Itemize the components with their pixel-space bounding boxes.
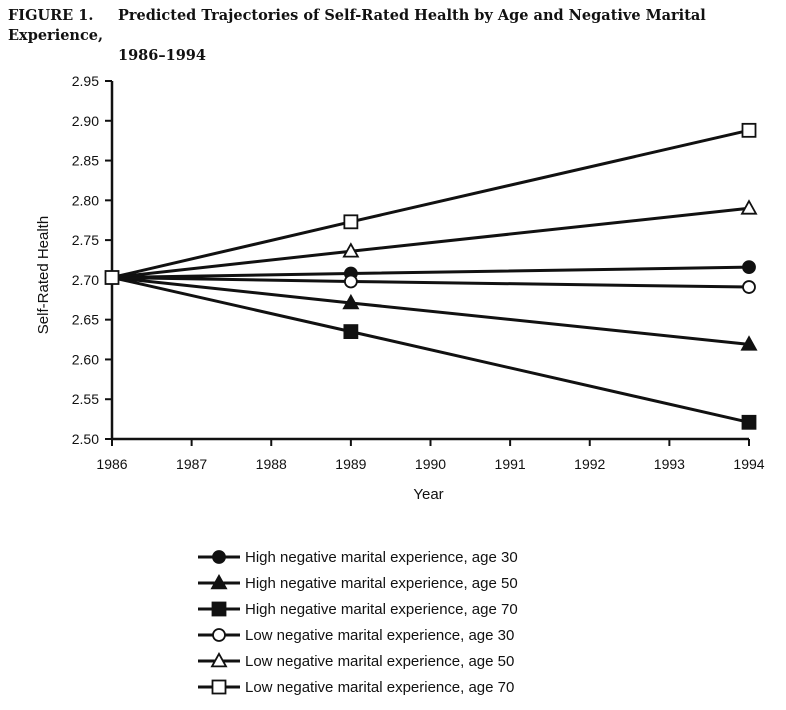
legend-item: High negative marital experience, age 70 xyxy=(198,601,518,618)
data-point-s5-3 xyxy=(740,199,758,215)
data-point-s3-2 xyxy=(343,324,359,340)
x-tick-label: 1986 xyxy=(96,456,127,472)
data-point-s4-3 xyxy=(742,280,756,294)
data-point-s3-3 xyxy=(741,414,757,430)
y-tick-label: 2.55 xyxy=(72,391,99,407)
data-point-s5-2 xyxy=(342,242,360,258)
data-point-origin xyxy=(104,270,120,285)
legend-marker xyxy=(212,550,226,564)
legend-label: High negative marital experience, age 50 xyxy=(245,575,518,592)
x-tick-label: 1990 xyxy=(415,456,446,472)
data-point-s6-2 xyxy=(343,214,359,230)
legend-label: Low negative marital experience, age 50 xyxy=(245,653,514,670)
x-tick-label: 1989 xyxy=(335,456,366,472)
y-tick-label: 2.95 xyxy=(72,73,99,89)
legend-item: High negative marital experience, age 50 xyxy=(198,573,518,592)
chart-axes: 2.95 2.90 2.85 2.80 2.75 2.70 2.65 2.60 2.55 2.50… xyxy=(35,73,765,503)
legend-marker xyxy=(210,573,228,590)
legend-item: Low negative marital experience, age 30 xyxy=(198,627,514,644)
legend-marker xyxy=(211,679,227,695)
y-tick-label: 2.80 xyxy=(72,192,99,208)
x-tick-label: 1991 xyxy=(495,456,526,472)
x-tick-label: 1988 xyxy=(256,456,287,472)
data-point-s2-2 xyxy=(342,293,360,310)
data-point-s1-3 xyxy=(742,260,756,275)
x-tick-label: 1993 xyxy=(654,456,685,472)
data-point-s4-2 xyxy=(343,274,358,289)
series-line-4 xyxy=(111,276,750,289)
series-lines xyxy=(111,128,750,424)
y-tick-label: 2.70 xyxy=(72,272,99,288)
legend-item: High negative marital experience, age 30 xyxy=(198,549,518,566)
figure-title: FIGURE 1. Predicted Trajectories of Self-… xyxy=(8,6,784,66)
series-markers xyxy=(104,122,758,430)
y-tick-label: 2.60 xyxy=(72,351,99,367)
series-line-3 xyxy=(111,276,750,424)
x-axis-title: Year xyxy=(413,486,443,503)
series-line-5 xyxy=(111,206,750,279)
y-tick-label: 2.90 xyxy=(72,113,99,129)
figure-number: FIGURE 1. xyxy=(8,7,94,24)
y-tick-label: 2.65 xyxy=(72,312,99,328)
legend-item: Low negative marital experience, age 70 xyxy=(198,679,514,696)
figure-title-line1: Predicted Trajectories of Self-Rated Hea… xyxy=(8,7,706,44)
y-tick-label: 2.75 xyxy=(72,232,99,248)
data-point-s2-3 xyxy=(740,335,758,351)
series-line-1 xyxy=(111,265,750,280)
y-tick-label: 2.50 xyxy=(72,431,99,447)
x-tick-label: 1994 xyxy=(733,456,764,472)
legend: High negative marital experience, age 30… xyxy=(198,549,518,696)
legend-marker xyxy=(211,601,227,617)
legend-label: Low negative marital experience, age 70 xyxy=(245,679,514,696)
figure-title-line2: 1986–1994 xyxy=(118,47,206,64)
x-tick-label: 1987 xyxy=(176,456,207,472)
y-tick-label: 2.85 xyxy=(72,153,99,169)
legend-label: High negative marital experience, age 30 xyxy=(245,549,518,566)
legend-marker xyxy=(210,651,228,668)
series-line-6 xyxy=(111,128,750,279)
legend-marker xyxy=(212,628,226,642)
series-line-2 xyxy=(111,276,750,346)
y-axis-title: Self-Rated Health xyxy=(35,216,52,334)
legend-label: Low negative marital experience, age 30 xyxy=(245,627,514,644)
data-point-s6-3 xyxy=(741,122,757,138)
legend-item: Low negative marital experience, age 50 xyxy=(198,651,514,670)
x-tick-label: 1992 xyxy=(574,456,605,472)
legend-label: High negative marital experience, age 70 xyxy=(245,601,518,618)
